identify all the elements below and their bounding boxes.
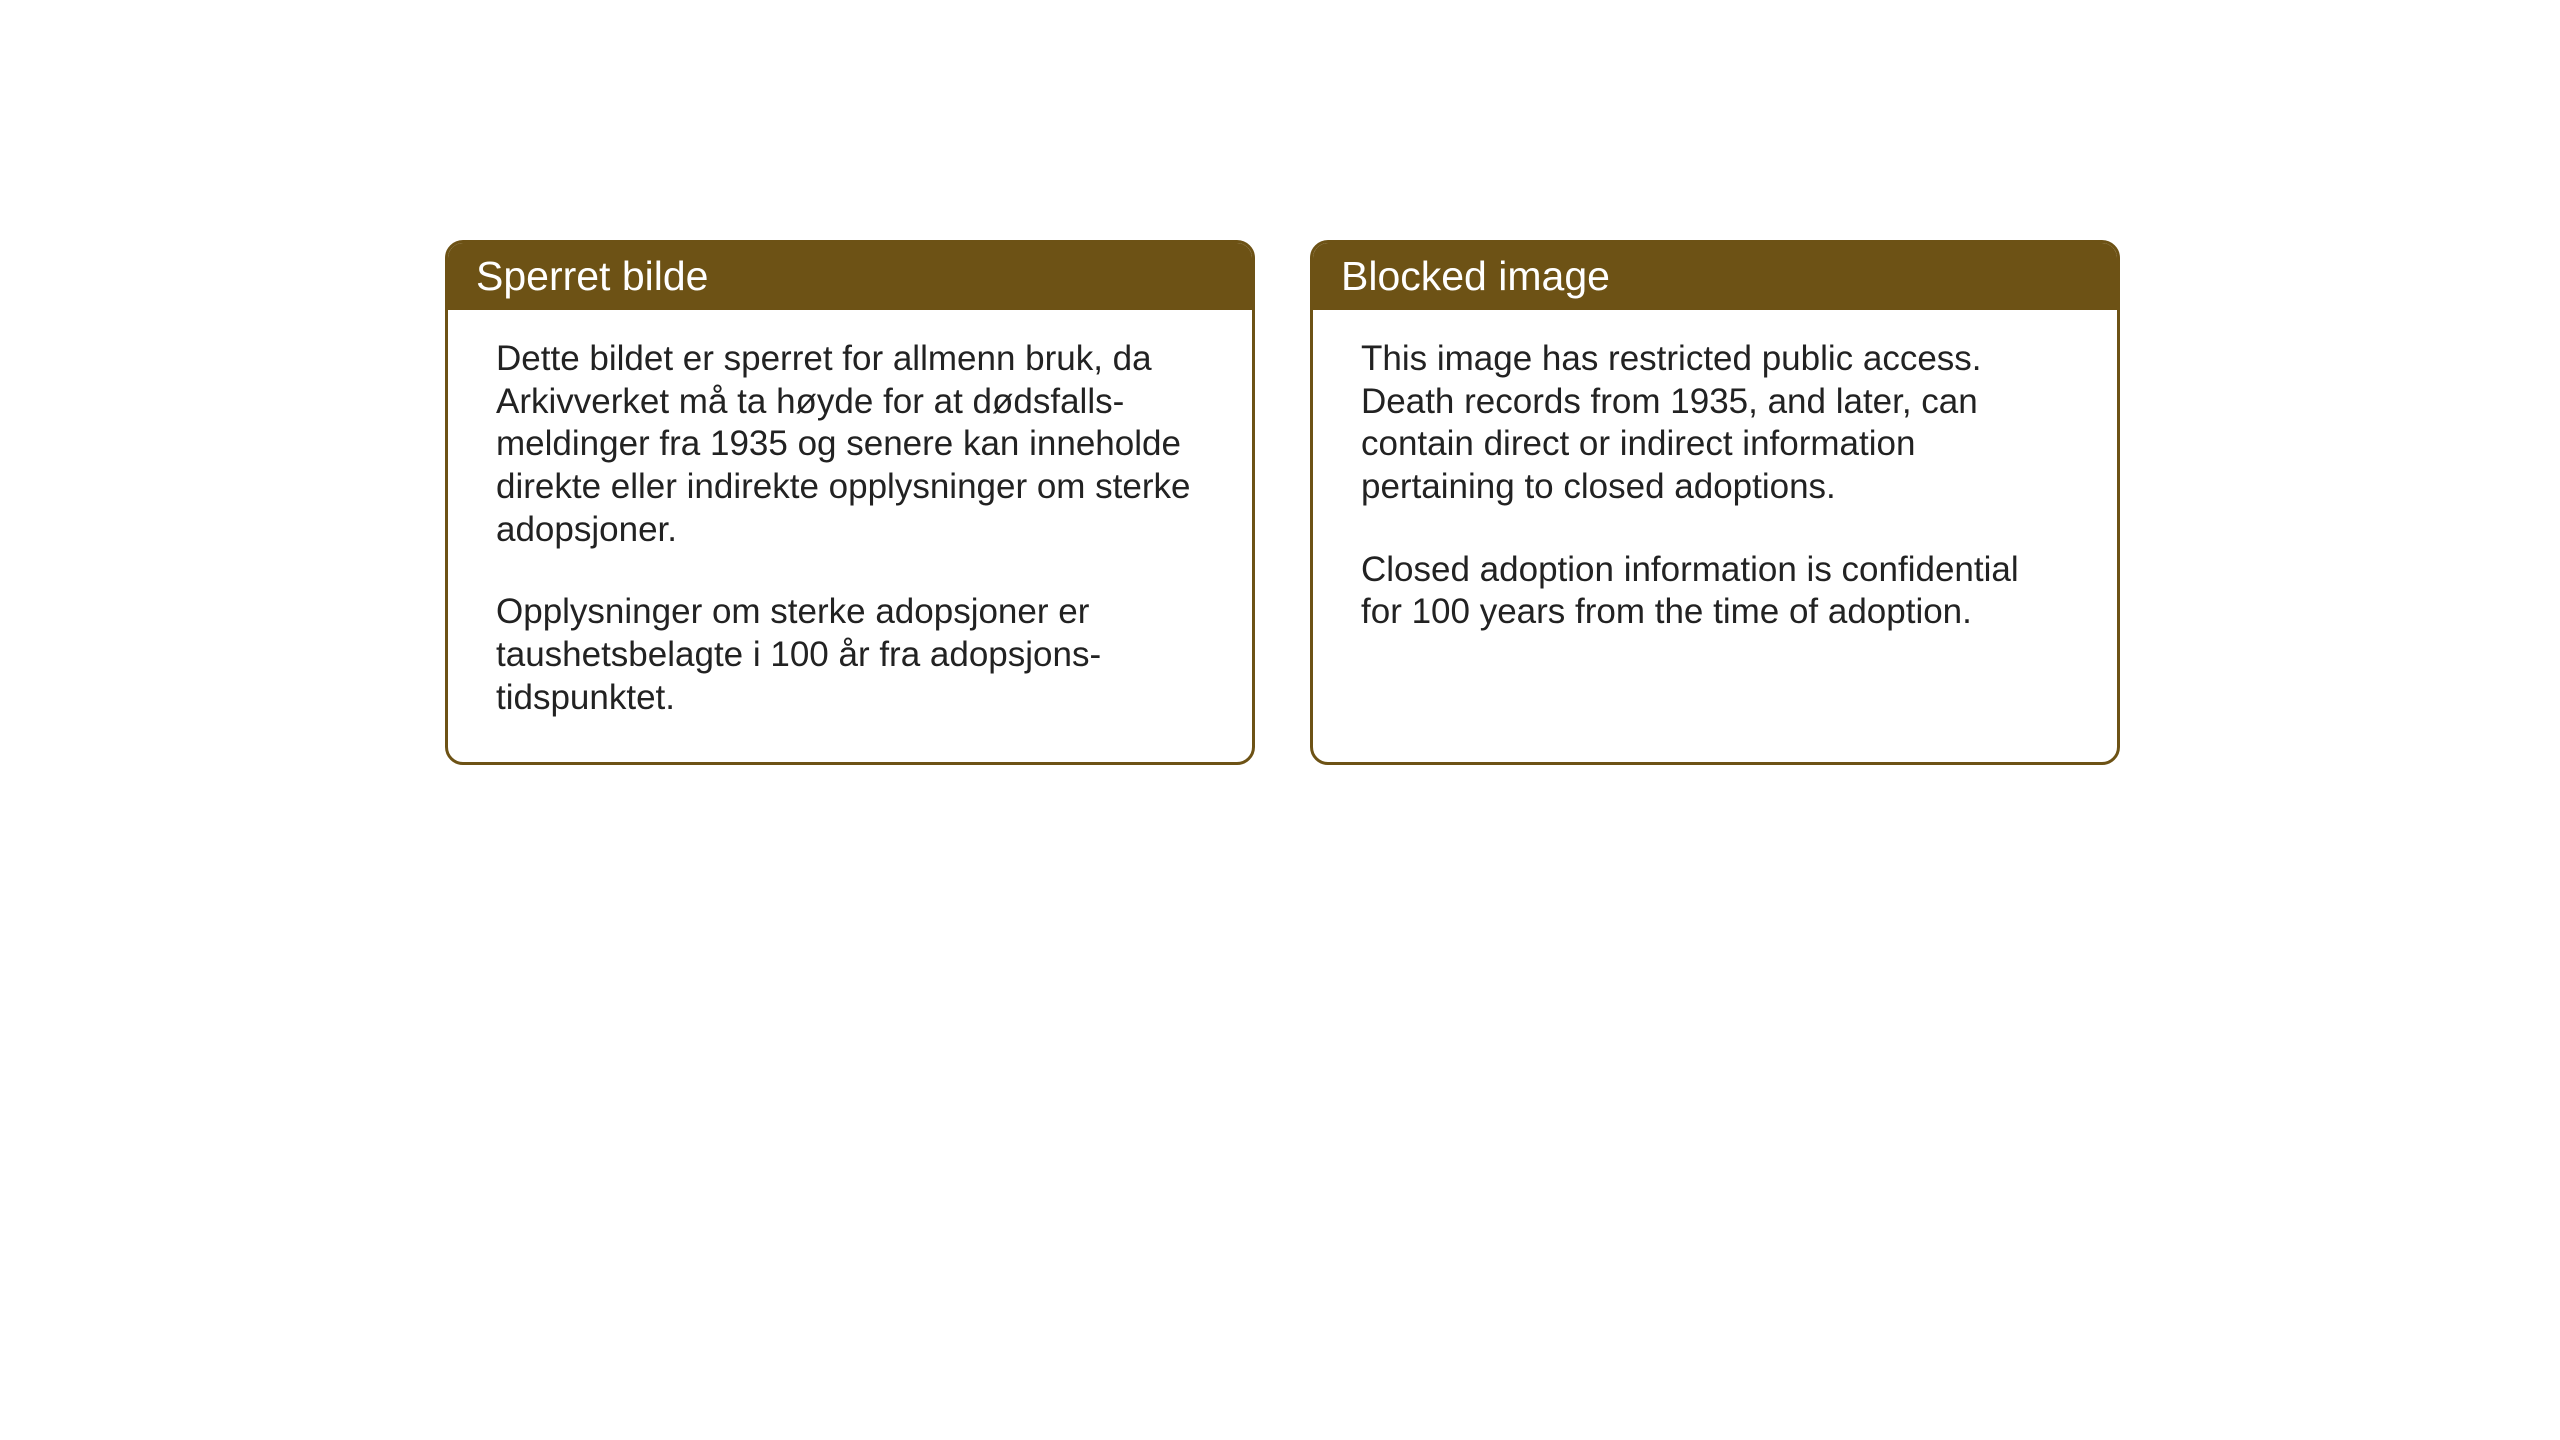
notice-header-norwegian: Sperret bilde <box>448 243 1252 310</box>
notice-body-english: This image has restricted public access.… <box>1313 310 2117 676</box>
notice-container: Sperret bilde Dette bildet er sperret fo… <box>445 240 2120 765</box>
notice-title-norwegian: Sperret bilde <box>476 253 708 299</box>
notice-header-english: Blocked image <box>1313 243 2117 310</box>
notice-para2-english: Closed adoption information is confident… <box>1361 549 2069 634</box>
notice-box-english: Blocked image This image has restricted … <box>1310 240 2120 765</box>
notice-body-norwegian: Dette bildet er sperret for allmenn bruk… <box>448 310 1252 762</box>
notice-title-english: Blocked image <box>1341 253 1610 299</box>
notice-box-norwegian: Sperret bilde Dette bildet er sperret fo… <box>445 240 1255 765</box>
notice-para1-english: This image has restricted public access.… <box>1361 338 2069 509</box>
notice-para2-norwegian: Opplysninger om sterke adopsjoner er tau… <box>496 591 1204 719</box>
notice-para1-norwegian: Dette bildet er sperret for allmenn bruk… <box>496 338 1204 551</box>
